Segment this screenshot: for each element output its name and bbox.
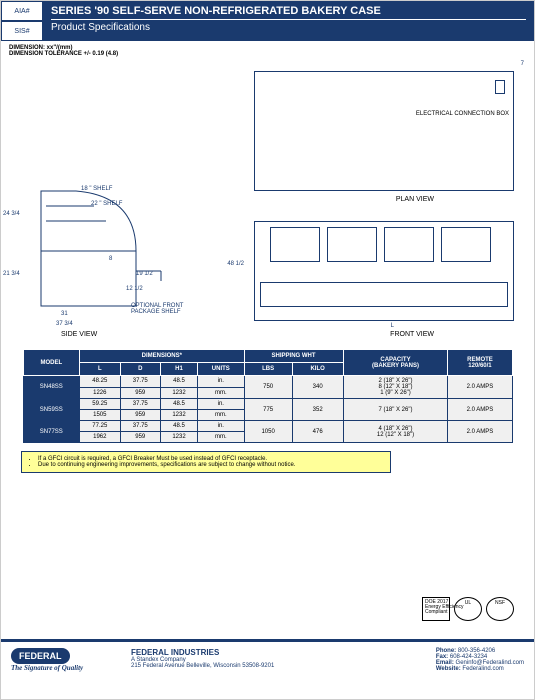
notes-box: If a GFCI circuit is required, a GFCI Br… — [21, 451, 391, 473]
dim-31: 31 — [61, 311, 68, 317]
front-panel-4 — [441, 227, 491, 262]
elec-box-rect — [495, 80, 505, 94]
doe-badge: DOE 2017 Energy Efficiency Compliant — [422, 597, 450, 621]
th-units: UNITS — [198, 363, 244, 376]
th-model: MODEL — [23, 350, 80, 376]
page-title: SERIES '90 SELF-SERVE NON-REFRIGERATED B… — [51, 5, 526, 17]
table-row: SN59SS59.2537.7548.5in.7753527 (18" X 26… — [23, 399, 512, 410]
page-subtitle: Product Specifications — [51, 19, 526, 33]
th-dimensions: DIMENSIONS* — [80, 350, 244, 363]
dim-L: L — [391, 323, 394, 329]
front-panel-1 — [270, 227, 320, 262]
th-D: D — [120, 363, 160, 376]
certifications: DOE 2017 Energy Efficiency Compliant UL … — [422, 597, 514, 621]
shelf-22-label: 22 " SHELF — [91, 201, 122, 207]
address-line: 215 Federal Avenue Belleville, Wisconsin… — [131, 663, 436, 669]
dim-24-75: 24 3/4 — [3, 211, 20, 217]
plan-view-drawing — [254, 71, 514, 191]
side-view-drawing — [16, 171, 176, 321]
shelf-18-label: 18 " SHELF — [81, 186, 112, 192]
aia-box: AIA# — [1, 1, 43, 21]
plan-view-label: PLAN VIEW — [396, 196, 434, 203]
front-view-drawing — [254, 221, 514, 321]
dim-19-5: 19 1/2 — [136, 271, 153, 277]
ul-badge: UL — [454, 597, 482, 621]
front-panel-3 — [384, 227, 434, 262]
note-2: Due to continuing engineering improvemen… — [38, 462, 384, 468]
th-kilo: KILO — [292, 363, 343, 376]
footer-address: FEDERAL INDUSTRIES A Standex Company 215… — [131, 648, 436, 693]
title-area: SERIES '90 SELF-SERVE NON-REFRIGERATED B… — [43, 1, 534, 41]
dim-12-5: 12 1/2 — [126, 286, 143, 292]
th-H1: H1 — [160, 363, 197, 376]
web-label: Website: — [436, 666, 461, 672]
signature-tagline: The Signature of Quality — [11, 664, 131, 672]
nsf-badge: NSF — [486, 597, 514, 621]
front-panel-2 — [327, 227, 377, 262]
elec-box-label: ELECTRICAL CONNECTION BOX — [416, 111, 509, 118]
table-head: MODEL DIMENSIONS* SHIPPING WHT CAPACITY … — [23, 350, 512, 376]
opt-shelf-label: OPTIONAL FRONT PACKAGE SHELF — [131, 303, 183, 315]
company-name: FEDERAL INDUSTRIES — [131, 648, 436, 657]
dimension-note: DIMENSION: xx"/(mm) DIMENSION TOLERANCE … — [1, 41, 534, 61]
dim-21-75: 21 3/4 — [3, 271, 20, 277]
web-value: Federalind.com — [462, 666, 503, 672]
th-L: L — [80, 363, 120, 376]
front-view-label: FRONT VIEW — [390, 331, 434, 338]
th-lbs: LBS — [244, 363, 292, 376]
footer: FEDERAL The Signature of Quality FEDERAL… — [1, 639, 534, 699]
front-base — [260, 282, 508, 307]
table-body: SN48SS48.2537.7548.5in.7503402 (18" X 26… — [23, 376, 512, 443]
spec-table: MODEL DIMENSIONS* SHIPPING WHT CAPACITY … — [23, 349, 513, 443]
id-boxes: AIA# SIS# — [1, 1, 43, 41]
footer-contact: Phone: 800-356-4206 Fax: 608-424-3234 Em… — [436, 648, 524, 693]
th-shipping: SHIPPING WHT — [244, 350, 343, 363]
table-row: SN77SS77.2537.7548.5in.10504764 (18" X 2… — [23, 421, 512, 432]
dim-7: 7 — [521, 61, 524, 67]
side-view-label: SIDE VIEW — [61, 331, 97, 338]
dim-8: 8 — [109, 256, 112, 262]
dim-48-5: 48 1/2 — [227, 261, 244, 267]
diagrams-area: 7 ELECTRICAL CONNECTION BOX PLAN VIEW 18… — [1, 61, 534, 341]
spec-sheet: AIA# SIS# SERIES '90 SELF-SERVE NON-REFR… — [0, 0, 535, 700]
table-row: SN48SS48.2537.7548.5in.7503402 (18" X 26… — [23, 376, 512, 388]
th-remote: REMOTE 120/60/1 — [448, 350, 512, 376]
header: AIA# SIS# SERIES '90 SELF-SERVE NON-REFR… — [1, 1, 534, 41]
dim-37-75: 37 3/4 — [56, 321, 73, 327]
sis-box: SIS# — [1, 21, 43, 41]
footer-logo: FEDERAL The Signature of Quality — [11, 648, 131, 693]
dim-note-2: DIMENSION TOLERANCE +/- 0.19 (4.8) — [9, 51, 526, 57]
logo-badge: FEDERAL — [11, 648, 70, 664]
th-capacity: CAPACITY (BAKERY PANS) — [343, 350, 448, 376]
